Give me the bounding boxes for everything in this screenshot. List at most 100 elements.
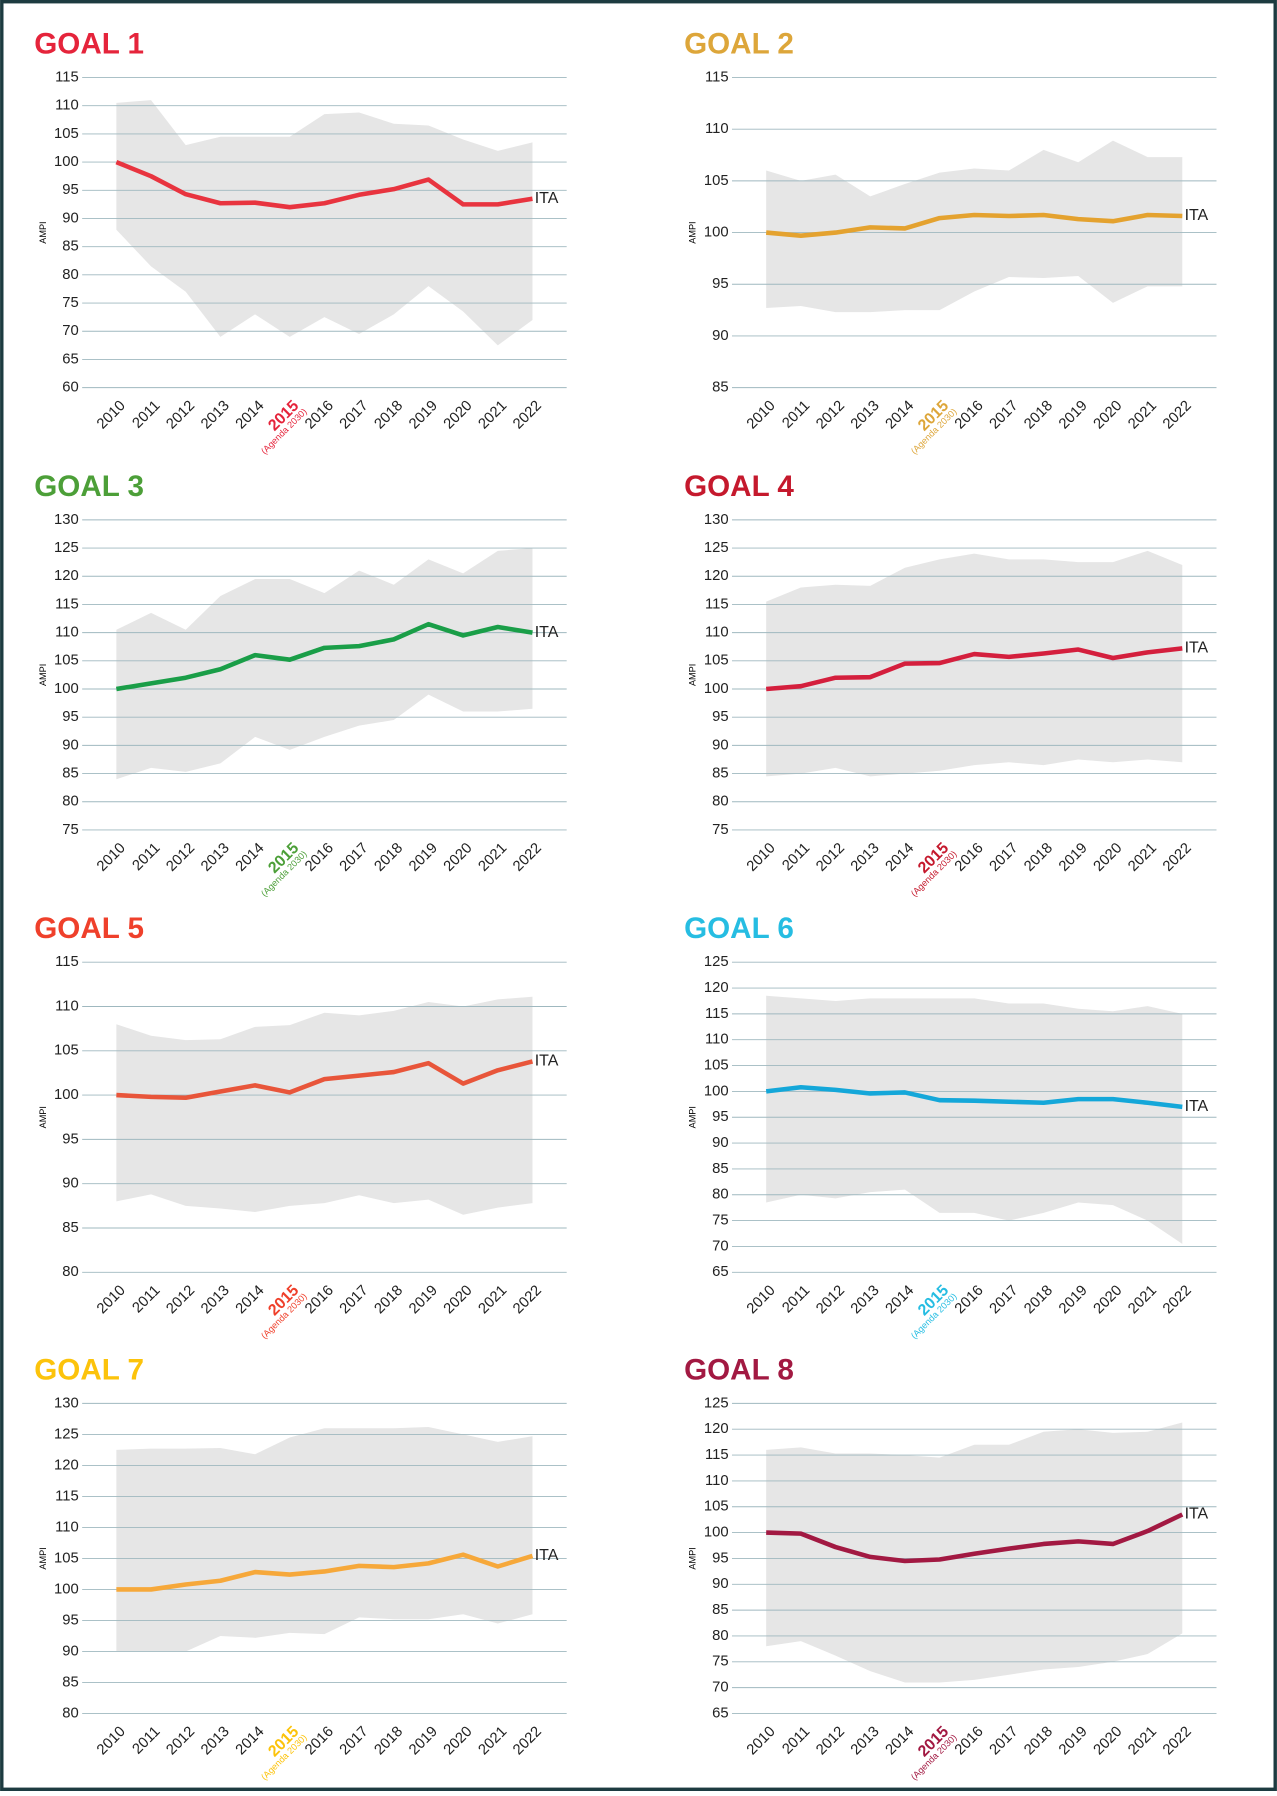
y-tick-label: 90 (62, 737, 78, 753)
y-axis-label: AMPI (38, 1547, 48, 1569)
x-tick-label: 2011 (779, 398, 813, 432)
x-tick-label: 2012 (813, 1724, 848, 1759)
y-tick-label: 100 (54, 1087, 79, 1103)
y-axis-label: AMPI (688, 221, 698, 243)
range-band (116, 1426, 533, 1652)
x-tick-label: 2013 (848, 1724, 883, 1759)
y-tick-label: 100 (54, 681, 79, 697)
y-tick-label: 125 (54, 540, 79, 556)
x-tick-label: 2017 (337, 1724, 372, 1759)
chart-title: GOAL 1 (34, 27, 144, 60)
x-tick-label: 2016 (952, 840, 987, 875)
chart-title: GOAL 8 (684, 1353, 794, 1386)
y-tick-label: 90 (712, 737, 728, 753)
y-tick-label: 95 (712, 1109, 728, 1125)
x-tick-label: 2019 (1056, 1283, 1091, 1318)
y-tick-label: 115 (705, 1447, 729, 1463)
range-band (766, 140, 1183, 313)
x-tick-label: 2011 (779, 1283, 813, 1317)
y-tick-label: 85 (712, 1602, 728, 1618)
x-tick-label: 2019 (1056, 398, 1091, 433)
x-tick-label: 2014 (233, 1283, 268, 1318)
x-tick-label: 2020 (1091, 1283, 1126, 1318)
chart-title: GOAL 4 (684, 470, 794, 503)
x-tick-label: 2010 (744, 398, 779, 433)
y-tick-label: 75 (62, 822, 78, 838)
y-tick-label: 130 (54, 512, 79, 528)
y-tick-label: 110 (55, 625, 79, 641)
x-tick-label: 2013 (848, 398, 883, 433)
x-tick-label: 2011 (779, 840, 813, 874)
y-tick-label: 100 (704, 1525, 729, 1541)
y-tick-label: 80 (712, 1628, 728, 1644)
y-tick-label: 115 (705, 596, 729, 612)
x-tick-label: 2010 (94, 840, 129, 875)
x-tick-label: 2020 (1091, 840, 1126, 875)
y-tick-label: 115 (55, 69, 79, 85)
y-tick-label: 80 (712, 794, 728, 810)
x-tick-label: 2017 (337, 840, 372, 875)
y-tick-label: 115 (55, 596, 79, 612)
x-tick-label: 2021 (476, 840, 511, 875)
range-band (766, 550, 1183, 777)
y-tick-label: 70 (712, 1680, 728, 1696)
x-tick-label: 2013 (848, 840, 883, 875)
y-tick-label: 95 (62, 182, 78, 198)
ita-line (115, 159, 533, 210)
y-tick-label: 100 (704, 1083, 729, 1099)
series-label: ITA (535, 1053, 559, 1070)
y-tick-label: 80 (62, 794, 78, 810)
x-tick-label: 2019 (406, 840, 441, 875)
x-tick-label: 2012 (813, 840, 848, 875)
y-tick-label: 90 (62, 210, 78, 226)
y-tick-label: 95 (62, 1131, 78, 1147)
y-tick-label: 125 (704, 540, 729, 556)
series-label: ITA (1185, 207, 1209, 224)
y-tick-label: 80 (62, 1264, 78, 1280)
x-tick-label: 2021 (476, 1724, 511, 1759)
x-tick-label: 2010 (744, 1724, 779, 1759)
y-tick-label: 130 (54, 1395, 79, 1411)
y-tick-label: 70 (712, 1238, 728, 1254)
x-tick-label: 2013 (848, 1283, 883, 1318)
x-tick-label: 2018 (1021, 840, 1056, 875)
y-tick-label: 105 (54, 1043, 79, 1059)
y-tick-label: 120 (704, 568, 729, 584)
y-tick-label: 90 (62, 1176, 78, 1192)
x-tick-label: 2022 (1160, 398, 1195, 433)
chart-title: GOAL 2 (684, 27, 794, 60)
x-tick-label: 2010 (744, 1283, 779, 1318)
series-label: ITA (535, 624, 559, 641)
y-tick-label: 115 (55, 1488, 79, 1504)
y-tick-label: 85 (712, 380, 728, 396)
x-tick-label: 2019 (1056, 1724, 1091, 1759)
x-tick-label: 2011 (130, 1283, 164, 1317)
y-tick-label: 100 (704, 224, 729, 240)
y-tick-label: 65 (62, 351, 78, 367)
x-tick-label: 2022 (1160, 1724, 1195, 1759)
y-axis-label: AMPI (38, 221, 48, 243)
y-tick-label: 85 (62, 1220, 78, 1236)
series-label: ITA (1185, 1098, 1209, 1115)
x-tick-label: 2014 (883, 840, 918, 875)
x-tick-label: 2020 (441, 1283, 476, 1318)
y-tick-label: 110 (705, 1032, 729, 1048)
y-tick-label: 105 (704, 1499, 729, 1515)
ita-line (766, 1512, 1184, 1564)
x-tick-label: 2013 (198, 1724, 233, 1759)
x-tick-label: 2019 (406, 1283, 441, 1318)
x-tick-label: 2022 (510, 1724, 545, 1759)
x-tick-label: 2018 (372, 1283, 407, 1318)
y-tick-label: 105 (704, 173, 729, 189)
y-tick-label: 65 (712, 1705, 728, 1721)
range-band (116, 100, 533, 346)
y-tick-label: 110 (705, 1473, 729, 1489)
y-tick-label: 125 (704, 1395, 729, 1411)
chart-title: GOAL 7 (34, 1353, 144, 1386)
y-tick-label: 110 (55, 98, 79, 114)
y-tick-label: 120 (704, 980, 729, 996)
x-tick-label: 2016 (302, 398, 337, 433)
ita-line (116, 1552, 534, 1592)
x-tick-label: 2019 (406, 398, 441, 433)
